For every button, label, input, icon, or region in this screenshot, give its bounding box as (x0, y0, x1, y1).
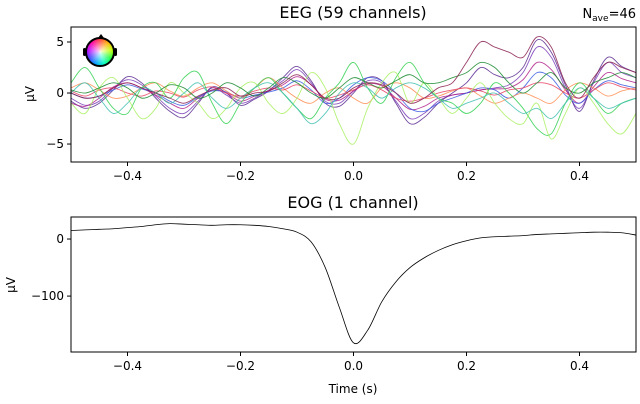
eeg-channel-line-1 (71, 39, 636, 125)
eeg-ylabel: µV (23, 85, 37, 102)
eog-xlabel: Time (s) (328, 382, 378, 396)
x-tick-label: 0.4 (570, 359, 589, 373)
head-nose-icon (98, 34, 104, 38)
x-tick-label: 0.4 (570, 169, 589, 183)
x-tick-label: 0.2 (457, 359, 476, 373)
x-tick-label: −0.4 (113, 169, 142, 183)
eeg-channel-line-5 (71, 82, 636, 102)
eog-ylabel: µV (4, 276, 18, 293)
axes-frame (70, 216, 637, 353)
y-tick-label: −100 (31, 289, 64, 303)
x-tick-label: −0.2 (226, 359, 255, 373)
eeg-channel-line-3 (71, 71, 636, 113)
eeg-channel-line-8 (71, 82, 636, 125)
y-tick-label: −5 (46, 137, 64, 151)
sensor-topomap-icon (83, 34, 117, 67)
head-ear-left-icon (83, 48, 86, 56)
eog-channel-line-0 (71, 223, 636, 345)
eeg-channel-line-2 (71, 61, 636, 111)
x-tick-label: −0.4 (113, 359, 142, 373)
y-tick-label: 0 (56, 86, 64, 100)
eeg-channel-line-6 (71, 61, 636, 136)
y-tick-label: 0 (56, 232, 64, 246)
head-ear-right-icon (114, 48, 117, 56)
eeg-channel-line-10 (71, 36, 636, 104)
eog-title: EOG (1 channel) (287, 193, 418, 212)
eeg-channel-line-9 (71, 61, 636, 99)
eeg-axes: EEG (59 channels) Nave=46 µV −0.4 −0.2 0.0… (23, 3, 637, 183)
x-tick-label: 0.0 (344, 359, 363, 373)
eog-axes: EOG (1 channel) µV Time (s) −0.4 −0.2 0.0 0… (4, 193, 637, 396)
eeg-title: EEG (59 channels) (279, 3, 426, 22)
y-tick-label: 5 (56, 35, 64, 49)
x-tick-label: 0.0 (344, 169, 363, 183)
x-tick-label: 0.2 (457, 169, 476, 183)
x-tick-label: −0.2 (226, 169, 255, 183)
nave-annotation: Nave=46 (582, 7, 636, 24)
